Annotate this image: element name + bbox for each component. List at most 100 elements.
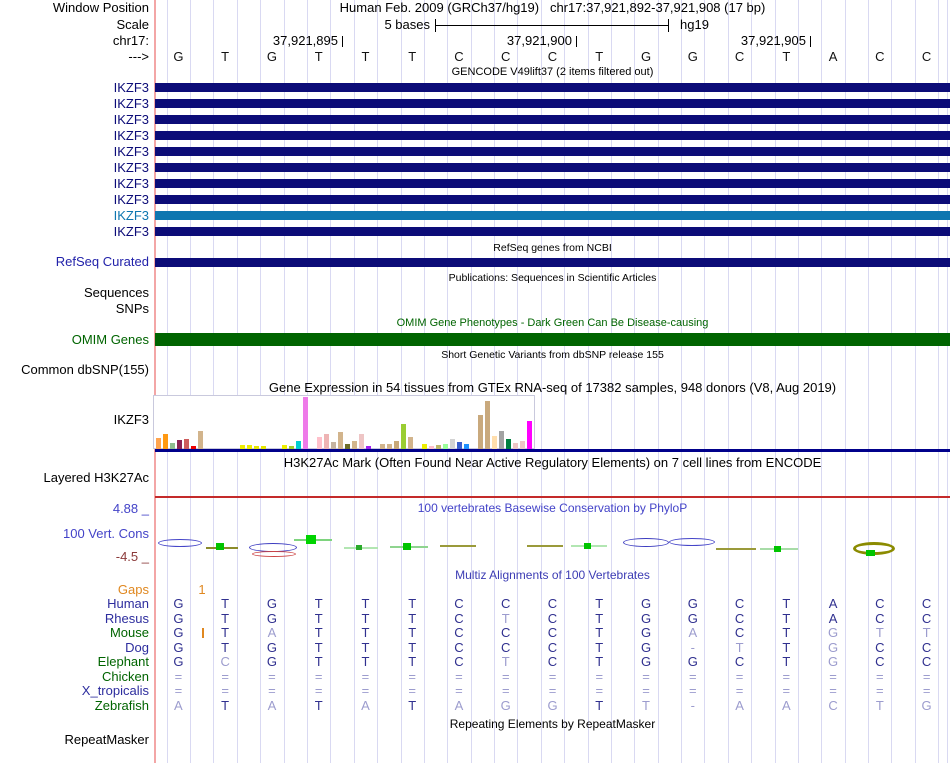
gene-row-label[interactable]: IKZF3 <box>113 192 149 207</box>
publications-sequences-label[interactable]: Sequences <box>83 285 149 300</box>
species-label[interactable]: Zebrafish <box>94 697 149 713</box>
alignment-insert-tick <box>202 628 204 638</box>
gtex-tissue-bar[interactable] <box>358 434 364 449</box>
gtex-tissue-bar[interactable] <box>498 431 504 449</box>
alignment-unalignable: = <box>688 683 697 698</box>
gtex-tissue-bar[interactable] <box>330 442 336 449</box>
alignment-unalignable: = <box>221 668 229 684</box>
gtex-tissue-bar[interactable] <box>428 446 434 449</box>
gtex-tissue-bar[interactable] <box>365 446 371 449</box>
gtex-tissue-bar[interactable] <box>253 446 259 449</box>
species-label[interactable]: Chicken <box>102 668 149 684</box>
omim-genes-label[interactable]: OMIM Genes <box>71 332 149 347</box>
gtex-gene-label[interactable]: IKZF3 <box>113 412 149 427</box>
gtex-chart-box[interactable] <box>153 395 535 449</box>
gene-row-label[interactable]: IKZF3 <box>113 176 149 191</box>
gene-exon-bar[interactable] <box>155 163 950 172</box>
gene-row-label[interactable]: IKZF3 <box>113 208 149 223</box>
gtex-tissue-bar[interactable] <box>386 444 392 449</box>
gene-row-label[interactable]: IKZF3 <box>113 128 149 143</box>
gene-row-label[interactable]: IKZF3 <box>113 112 149 127</box>
gene-exon-bar[interactable] <box>155 83 950 92</box>
gene-exon-bar[interactable] <box>155 131 950 140</box>
gtex-tissue-bar[interactable] <box>155 438 161 449</box>
gtex-tissue-bar[interactable] <box>197 431 203 449</box>
gtex-tissue-bar[interactable] <box>183 439 189 449</box>
omim-genes-bar[interactable] <box>155 333 950 346</box>
gene-exon-bar[interactable] <box>155 195 950 204</box>
layered-h3k27ac-label[interactable]: Layered H3K27Ac <box>43 470 149 485</box>
gene-exon-bar[interactable] <box>155 147 950 156</box>
gtex-tissue-bar[interactable] <box>393 441 399 449</box>
gtex-tissue-bar[interactable] <box>491 436 497 449</box>
gtex-tissue-bar[interactable] <box>505 439 511 449</box>
gene-exon-bar[interactable] <box>155 227 950 236</box>
common-dbsnp-label[interactable]: Common dbSNP(155) <box>21 362 149 377</box>
gtex-tissue-bar[interactable] <box>519 441 525 449</box>
gtex-tissue-bar[interactable] <box>162 434 168 449</box>
alignment-letter: T <box>221 596 230 611</box>
gtex-tissue-bar[interactable] <box>176 440 182 449</box>
alignment-unalignable: = <box>455 668 463 684</box>
gene-exon-bar[interactable] <box>155 99 950 108</box>
species-label[interactable]: Mouse <box>109 625 149 640</box>
gtex-tissue-bar[interactable] <box>442 444 448 449</box>
gene-exon-bar[interactable] <box>155 211 950 220</box>
gtex-tissue-bar[interactable] <box>449 439 455 449</box>
species-label[interactable]: Elephant <box>97 654 149 669</box>
gene-row-label[interactable]: IKZF3 <box>113 144 149 159</box>
gtex-tissue-bar[interactable] <box>260 446 266 449</box>
species-label[interactable]: X_tropicalis <box>81 683 149 698</box>
publications-snps-label[interactable]: SNPs <box>115 301 149 316</box>
species-label[interactable]: Rhesus <box>104 610 149 626</box>
gtex-tissue-bar[interactable] <box>246 445 252 449</box>
gtex-gene-model-line[interactable] <box>155 449 950 452</box>
gtex-tissue-bar[interactable] <box>295 441 301 449</box>
alignment-letter: T <box>361 654 370 669</box>
gtex-tissue-bar[interactable] <box>316 437 322 449</box>
gtex-tissue-bar[interactable] <box>169 443 175 449</box>
gtex-tissue-bar[interactable] <box>344 444 350 449</box>
gtex-tissue-bar[interactable] <box>484 401 490 449</box>
refseq-curated-label[interactable]: RefSeq Curated <box>55 254 149 269</box>
ruler-tick-label: 37,921,900 <box>506 33 572 48</box>
gtex-tissue-bar[interactable] <box>190 446 196 449</box>
repeatmasker-label[interactable]: RepeatMasker <box>64 732 149 747</box>
gtex-tissue-bar[interactable] <box>288 446 294 449</box>
gtex-tissue-bar[interactable] <box>435 445 441 449</box>
gene-row-label[interactable]: IKZF3 <box>113 96 149 111</box>
scale-bar-left-tick <box>435 19 436 32</box>
gtex-tissue-bar[interactable] <box>281 445 287 449</box>
gene-row-label[interactable]: IKZF3 <box>113 224 149 239</box>
alignment-letter: C <box>454 625 464 640</box>
gene-row-label[interactable]: IKZF3 <box>113 80 149 95</box>
gtex-tissue-bar[interactable] <box>302 397 308 449</box>
species-label[interactable]: Human <box>107 596 149 611</box>
vert-cons-label[interactable]: 100 Vert. Cons <box>63 526 149 541</box>
gtex-tissue-bar[interactable] <box>337 432 343 449</box>
gtex-tissue-bar[interactable] <box>239 445 245 449</box>
gtex-tissue-bar[interactable] <box>400 424 406 449</box>
gtex-tissue-bar[interactable] <box>512 443 518 449</box>
alignment-letter: T <box>595 610 604 626</box>
gene-row-label[interactable]: IKZF3 <box>113 160 149 175</box>
refseq-curated-bar[interactable] <box>155 258 950 267</box>
gtex-tissue-bar[interactable] <box>351 441 357 449</box>
gene-exon-bar[interactable] <box>155 115 950 124</box>
gtex-tissue-bar[interactable] <box>526 421 532 449</box>
gtex-tissue-bar[interactable] <box>379 444 385 449</box>
conservation-peak <box>866 550 875 556</box>
gtex-tissue-bar[interactable] <box>477 415 483 449</box>
gene-exon-bar[interactable] <box>155 179 950 188</box>
gtex-tissue-bar[interactable] <box>407 437 413 449</box>
alignment-unalignable: = <box>642 683 650 698</box>
alignment-letter: T <box>314 654 323 669</box>
species-label[interactable]: Dog <box>125 639 149 655</box>
alignment-letter: A <box>688 625 698 640</box>
gtex-tissue-bar[interactable] <box>463 444 469 449</box>
gtex-tissue-bar[interactable] <box>421 444 427 449</box>
gaps-label[interactable]: Gaps <box>117 582 149 597</box>
gtex-tissue-bar[interactable] <box>456 442 462 449</box>
gtex-tissue-bar[interactable] <box>323 434 329 449</box>
alignment-unalignable: = <box>829 683 837 698</box>
